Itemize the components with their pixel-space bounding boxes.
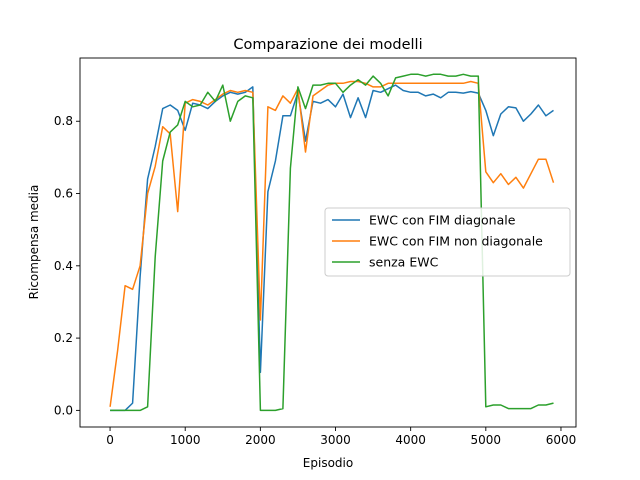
series-line-3 — [110, 73, 554, 412]
legend: EWC con FIM diagonale EWC con FIM non dia… — [324, 207, 571, 277]
y-axis-ticks: 0.0 0.2 0.4 0.6 0.8 — [54, 114, 80, 417]
x-tick-label: 3000 — [320, 433, 351, 447]
chart-title: Comparazione dei modelli — [233, 37, 422, 53]
legend-box — [324, 207, 571, 277]
y-tick-label: 0.8 — [54, 114, 73, 128]
plot-area — [109, 73, 555, 412]
y-axis-label: Ricompensa media — [27, 185, 41, 300]
x-tick-label: 1000 — [170, 433, 201, 447]
legend-label-1: EWC con FIM diagonale — [369, 213, 516, 228]
x-tick-label: 5000 — [471, 433, 502, 447]
y-tick-label: 0.4 — [54, 259, 73, 273]
x-tick-label: 6000 — [546, 433, 577, 447]
y-tick-label: 0.0 — [54, 403, 73, 417]
legend-label-2: EWC con FIM non diagonale — [369, 234, 543, 249]
x-tick-label: 4000 — [395, 433, 426, 447]
axes-frame — [79, 57, 577, 428]
series-line-2 — [109, 80, 555, 407]
x-axis-ticks: 0 1000 2000 3000 4000 5000 6000 — [106, 427, 576, 447]
x-axis-label: Episodio — [303, 456, 353, 470]
y-tick-label: 0.6 — [54, 187, 73, 201]
legend-label-3: senza EWC — [369, 255, 439, 270]
x-tick-label: 2000 — [245, 433, 276, 447]
x-tick-label: 0 — [106, 433, 114, 447]
y-tick-label: 0.2 — [54, 331, 73, 345]
